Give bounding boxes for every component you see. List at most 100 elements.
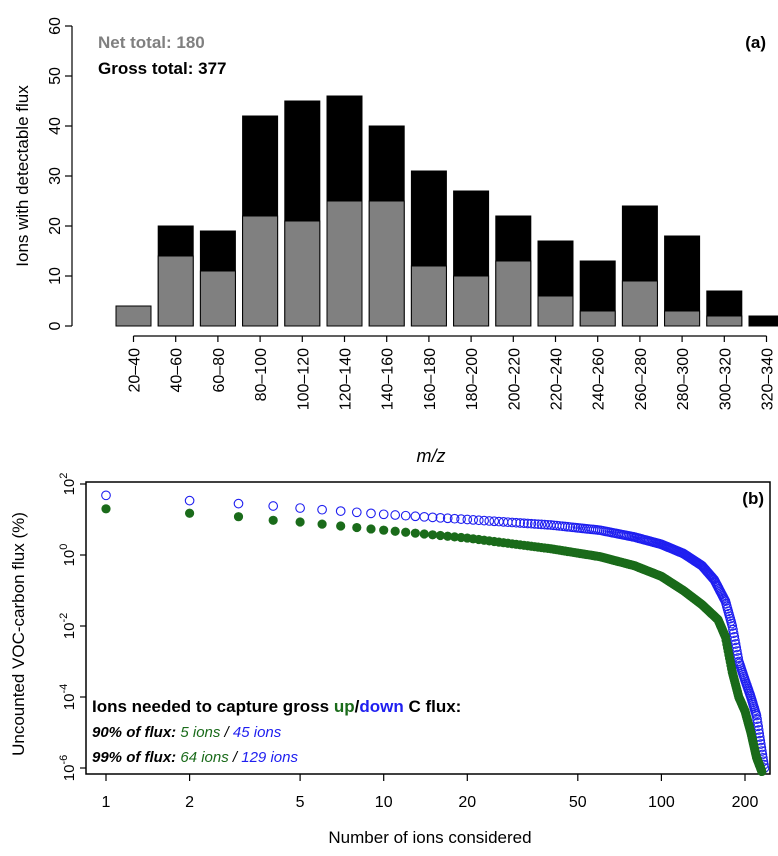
down-flux-point	[468, 515, 479, 525]
flux-90-down: 45 ions	[233, 724, 282, 741]
panel-a-x-tick-label: 20–40	[127, 348, 144, 393]
panel-b-x-tick-label: 200	[732, 794, 759, 811]
down-flux-point	[526, 518, 537, 529]
panel-a-x-tick-label: 180–200	[464, 348, 481, 410]
down-flux-point	[529, 519, 540, 529]
up-flux-point	[317, 519, 327, 529]
up-flux-point	[390, 526, 400, 536]
title-part-end: C flux:	[404, 697, 462, 716]
up-flux-point	[419, 529, 429, 539]
net-total-annotation: Net total: 180	[98, 33, 205, 52]
net-bar	[115, 305, 152, 327]
panel-a-x-tick-labels: 20–40 40–60 60–80 80–100 100–120 120–140 140–1…	[127, 335, 777, 410]
panel-a-y-tick-label: 20	[47, 217, 64, 235]
panel-a-y-axis-label: Ions with detectable flux	[13, 85, 32, 267]
down-flux-point	[752, 717, 763, 728]
panel-a-x-tick-label: 280–300	[675, 348, 692, 410]
net-bar	[242, 215, 279, 327]
panel-b-label: (b)	[742, 489, 764, 508]
down-flux-point	[536, 519, 547, 530]
up-flux-point	[757, 766, 767, 777]
down-flux-point	[442, 513, 453, 524]
panel-a-y-tick-label: 30	[47, 167, 64, 185]
panel-b-y-tick-label: 100	[58, 544, 78, 567]
panel-b-x-tick-label: 10	[375, 794, 393, 811]
panel-b-x-tick-label: 20	[458, 794, 476, 811]
net-bar	[157, 255, 194, 327]
down-flux-point	[378, 509, 389, 520]
panel-b-y-axis-label: Uncounted VOC-carbon flux (%)	[9, 512, 28, 756]
flux-99-label: 99% of flux:	[92, 749, 176, 766]
down-flux-point	[233, 498, 244, 509]
title-part-down: down	[359, 697, 403, 716]
panel-a-y-tick-label: 60	[47, 17, 64, 35]
panel-b-y-tick-label: 10-4	[58, 684, 78, 710]
net-bar	[706, 315, 743, 327]
panel-a-x-tick-label: 220–240	[549, 348, 566, 410]
panel-a-x-tick-label: 140–160	[380, 348, 397, 410]
down-flux-point	[295, 503, 305, 513]
panel-a-y-tick-label: 50	[47, 67, 64, 85]
net-bar	[495, 260, 532, 327]
panel-a-x-tick-label: 320–340	[760, 348, 777, 410]
flux-99-sep: /	[229, 749, 242, 766]
net-bar	[621, 280, 658, 327]
down-flux-point	[456, 514, 466, 524]
flux-99-up: 64 ions	[180, 749, 229, 766]
panel-a-bars	[115, 95, 778, 327]
net-bar	[664, 310, 701, 327]
down-flux-point	[522, 518, 533, 529]
down-flux-point	[539, 519, 550, 530]
net-bar	[284, 220, 321, 327]
down-flux-point	[719, 594, 730, 605]
panel-a-y-ticks: 0 10 20 30 40 50 60	[47, 17, 72, 330]
net-bar	[579, 310, 616, 327]
panel-b-x-tick-label: 1	[102, 794, 111, 811]
net-bar	[410, 265, 447, 327]
down-flux-point	[435, 512, 446, 523]
down-flux-point	[727, 621, 738, 631]
panel-b-y-tick-label: 10-2	[58, 613, 78, 639]
up-flux-point	[379, 525, 389, 535]
down-flux-point	[419, 511, 430, 522]
down-flux-point	[335, 506, 346, 516]
panel-a-x-tick-label: 120–140	[338, 348, 355, 410]
down-flux-point	[484, 516, 495, 526]
panel-b-plot-frame	[85, 481, 771, 775]
up-flux-point	[428, 530, 438, 540]
panel-a-y-tick-label: 10	[47, 267, 64, 285]
down-flux-point	[519, 518, 529, 529]
panel-a-x-axis-label: m/z	[417, 446, 446, 466]
panel-a-x-tick-label: 200–220	[506, 348, 523, 410]
panel-b-x-tick-label: 100	[648, 794, 675, 811]
panel-b-x-tick-label: 5	[296, 794, 305, 811]
flux-99-down: 129 ions	[241, 749, 298, 766]
down-flux-point	[184, 495, 195, 506]
down-flux-point	[533, 519, 544, 530]
panel-a-x-tick-label: 260–280	[633, 348, 650, 410]
net-bar	[199, 270, 236, 327]
panel-a-x-tick-label: 160–180	[422, 348, 439, 410]
down-flux-point	[268, 501, 279, 511]
net-bar	[453, 275, 490, 327]
panel-b-x-axis-label: Number of ions considered	[328, 828, 531, 847]
panel-a-x-tick-label: 300–320	[717, 348, 734, 410]
up-flux-point	[410, 528, 420, 538]
panel-b-y-ticks: 102 100 10-2 10-4 10-6	[58, 473, 86, 781]
up-flux-point	[336, 521, 346, 531]
down-flux-point	[489, 516, 500, 527]
panel-a-y-tick-label: 40	[47, 117, 64, 135]
down-flux-point	[511, 517, 522, 528]
down-flux-point	[462, 514, 473, 525]
down-flux-point	[400, 510, 411, 521]
flux-99-row: 99% of flux: 64 ions / 129 ions	[92, 749, 298, 766]
panel-a-y-tick-label: 0	[47, 321, 64, 330]
panel-b-x-tick-label: 50	[569, 794, 587, 811]
up-flux-point	[233, 512, 244, 522]
up-flux-point	[366, 524, 376, 534]
panel-b-y-tick-label: 102	[58, 473, 78, 496]
flux-90-row: 90% of flux: 5 ions / 45 ions	[92, 724, 282, 741]
up-flux-point	[295, 517, 305, 527]
capture-annotation-title: Ions needed to capture gross up/down C f…	[92, 697, 461, 716]
